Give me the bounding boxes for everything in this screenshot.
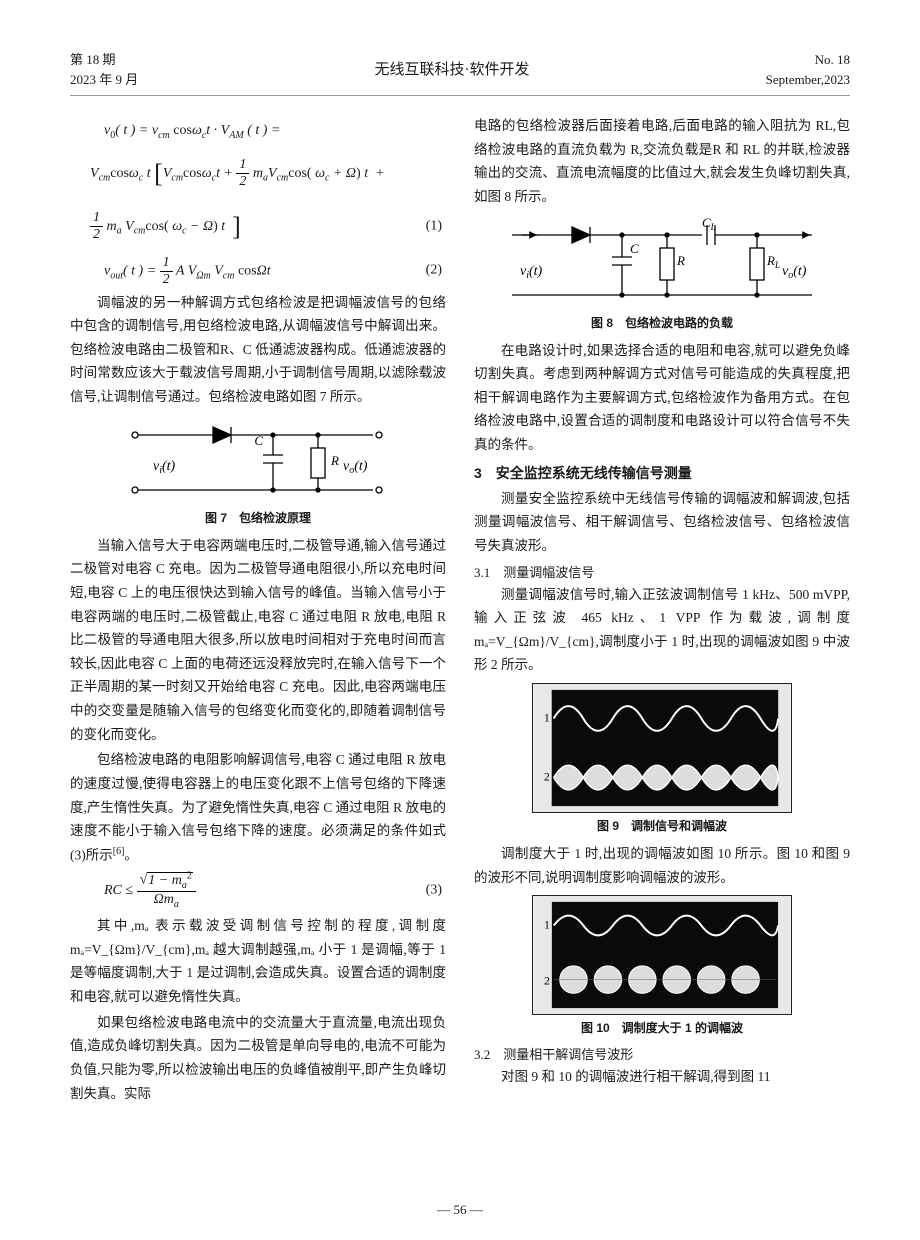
- section-3-2-heading: 3.2 测量相干解调信号波形: [474, 1044, 850, 1063]
- figure-8-caption: 图 8 包络检波电路的负载: [474, 314, 850, 331]
- section-3-1-heading: 3.1 测量调幅波信号: [474, 562, 850, 581]
- svg-text:1: 1: [544, 918, 550, 932]
- left-para-4: 其中,mₐ 表示载波受调制信号控制的程度,调制度 mₐ=V_{Ωm}/V_{cm…: [70, 914, 446, 1009]
- svg-text:C: C: [630, 241, 639, 256]
- figure-9-scope: 1 2: [532, 683, 792, 813]
- svg-text:R: R: [330, 453, 339, 468]
- figure-10-scope: 1 2: [532, 895, 792, 1015]
- equation-1-line1: v0( t ) = vcm cosωct · VAM ( t ) =: [90, 118, 446, 145]
- right-para-5: 调制度大于 1 时,出现的调幅波如图 10 所示。图 10 和图 9 的波形不同…: [474, 842, 850, 889]
- left-para-5: 如果包络检波电路电流中的交流量大于直流量,电流出现负值,造成负峰切割失真。因为二…: [70, 1011, 446, 1106]
- right-column: 电路的包络检波器后面接着电路,后面电路的输入阻抗为 RL,包络检波电路的直流负载…: [474, 114, 850, 1107]
- figure-9-caption: 图 9 调制信号和调幅波: [474, 817, 850, 834]
- header-center: 无线互联科技·软件开发: [374, 58, 529, 79]
- right-para-6: 对图 9 和 10 的调幅波进行相干解调,得到图 11: [474, 1065, 850, 1089]
- svg-text:vi(t): vi(t): [153, 459, 176, 476]
- equation-1-line3: 12 ma Vcmcos( ωc − Ω) t ] (1): [90, 202, 446, 251]
- issue-date-en: September,2023: [766, 70, 850, 90]
- eq-number-1: (1): [426, 214, 442, 241]
- header-right: No. 18 September,2023: [766, 50, 850, 89]
- svg-text:CL: CL: [702, 215, 716, 232]
- eq-number-2: (2): [426, 258, 442, 285]
- equation-2: vout( t ) = 12 A VΩm Vcm cosΩt (2): [90, 256, 446, 287]
- page-header: 第 18 期 2023 年 9 月 无线互联科技·软件开发 No. 18 Sep…: [70, 50, 850, 96]
- issue-no-en: No. 18: [766, 50, 850, 70]
- svg-text:C: C: [254, 433, 263, 448]
- svg-text:1: 1: [544, 710, 550, 724]
- footnote-ref-6: [6]: [113, 846, 125, 857]
- svg-text:RL: RL: [766, 253, 780, 270]
- svg-text:vi(t): vi(t): [520, 264, 543, 281]
- equation-1-line2: Vcmcosωc t [Vcmcosωct + 12 maVcmcos( ωc …: [90, 149, 446, 198]
- right-para-3: 测量安全监控系统中无线信号传输的调幅波和解调波,包括测量调幅波信号、相干解调信号…: [474, 487, 850, 558]
- left-para-2: 当输入信号大于电容两端电压时,二极管导通,输入信号通过二极管对电容 C 充电。因…: [70, 534, 446, 747]
- svg-text:R: R: [676, 253, 685, 268]
- section-3-heading: 3 安全监控系统无线传输信号测量: [474, 463, 850, 483]
- figure-8-circuit: vi(t) C R CL RL vo(t): [502, 215, 822, 310]
- issue-date: 2023 年 9 月: [70, 70, 138, 90]
- svg-text:2: 2: [544, 974, 550, 988]
- left-para-3c: 。: [124, 847, 138, 862]
- page-number: — 56 —: [0, 1202, 920, 1218]
- svg-text:vo(t): vo(t): [782, 264, 807, 281]
- right-para-4: 测量调幅波信号时,输入正弦波调制信号 1 kHz、500 mVPP,输入正弦波 …: [474, 583, 850, 678]
- right-para-1: 电路的包络检波器后面接着电路,后面电路的输入阻抗为 RL,包络检波电路的直流负载…: [474, 114, 850, 209]
- left-para-1: 调幅波的另一种解调方式包络检波是把调幅波信号的包络中包含的调制信号,用包络检波电…: [70, 291, 446, 409]
- svg-text:vo(t): vo(t): [343, 459, 368, 476]
- left-column: v0( t ) = vcm cosωct · VAM ( t ) = Vcmco…: [70, 114, 446, 1107]
- figure-10-caption: 图 10 调制度大于 1 的调幅波: [474, 1019, 850, 1036]
- right-para-2: 在电路设计时,如果选择合适的电阻和电容,就可以避免负峰切割失真。考虑到两种解调方…: [474, 339, 850, 457]
- left-para-3a: 包络检波电路的电阻影响解调信号,电容 C 通过电阻 R 放电的速度过慢,使得电容…: [70, 752, 446, 862]
- left-para-3: 包络检波电路的电阻影响解调信号,电容 C 通过电阻 R 放电的速度过慢,使得电容…: [70, 748, 446, 867]
- figure-7-caption: 图 7 包络检波原理: [70, 509, 446, 526]
- header-left: 第 18 期 2023 年 9 月: [70, 50, 138, 89]
- svg-text:2: 2: [544, 769, 550, 783]
- figure-7-circuit: vi(t) C R vo(t): [123, 415, 393, 505]
- equation-3: RC ≤ √1 − ma2 Ωma (3): [90, 871, 446, 910]
- body-columns: v0( t ) = vcm cosωct · VAM ( t ) = Vcmco…: [70, 114, 850, 1107]
- eq-number-3: (3): [426, 877, 442, 904]
- issue-no: 第 18 期: [70, 50, 138, 70]
